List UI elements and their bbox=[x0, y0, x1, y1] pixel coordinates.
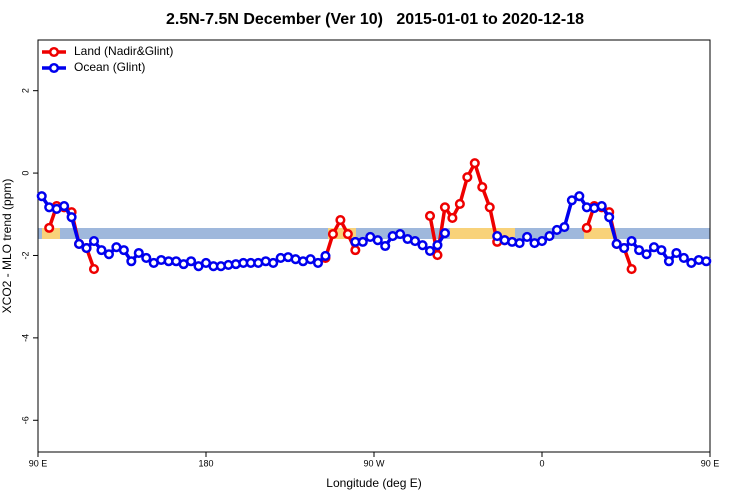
x-axis-label: Longitude (deg E) bbox=[326, 476, 421, 490]
point bbox=[671, 247, 682, 259]
point bbox=[566, 195, 577, 206]
point bbox=[126, 256, 137, 267]
point bbox=[186, 256, 197, 267]
point bbox=[619, 243, 630, 254]
band bbox=[38, 228, 710, 239]
point bbox=[312, 257, 324, 268]
point bbox=[350, 245, 361, 256]
point bbox=[678, 252, 689, 263]
y-tick-label: -4 bbox=[20, 334, 30, 342]
point bbox=[581, 222, 592, 233]
y-tick-label: 0 bbox=[20, 171, 30, 176]
point bbox=[634, 245, 645, 256]
point bbox=[626, 236, 637, 247]
point bbox=[462, 172, 473, 183]
point bbox=[626, 264, 637, 275]
x-tick-label: 90 E bbox=[29, 458, 48, 468]
point bbox=[439, 228, 450, 239]
point bbox=[424, 245, 436, 256]
point bbox=[559, 221, 570, 233]
point bbox=[574, 191, 585, 202]
legend-marker bbox=[48, 46, 60, 58]
point bbox=[372, 235, 383, 246]
point bbox=[701, 256, 712, 267]
point bbox=[335, 214, 346, 226]
point bbox=[424, 210, 436, 221]
point bbox=[395, 229, 406, 240]
y-tick-label: 2 bbox=[20, 88, 30, 93]
point bbox=[327, 229, 338, 240]
point bbox=[641, 249, 652, 260]
x-tick-label: 90 W bbox=[363, 458, 385, 468]
point bbox=[59, 200, 70, 212]
point bbox=[44, 222, 55, 233]
point bbox=[74, 238, 85, 249]
point bbox=[611, 238, 622, 249]
point bbox=[410, 236, 421, 247]
point bbox=[492, 231, 503, 242]
point bbox=[141, 252, 152, 263]
plot-frame bbox=[37, 39, 711, 453]
point bbox=[432, 240, 443, 251]
point bbox=[103, 249, 114, 260]
point bbox=[439, 202, 450, 213]
point bbox=[454, 198, 465, 210]
point bbox=[432, 250, 443, 261]
point bbox=[484, 202, 495, 213]
point bbox=[305, 254, 316, 265]
point bbox=[663, 256, 674, 267]
point bbox=[66, 212, 77, 223]
y-axis-label: XCO2 - MLO trend (ppm) bbox=[0, 179, 14, 314]
reference-band bbox=[38, 228, 710, 239]
point bbox=[342, 229, 353, 240]
chart-title: 2.5N-7.5N December (Ver 10) 2015-01-01 t… bbox=[166, 11, 584, 28]
point bbox=[133, 247, 144, 259]
point bbox=[447, 212, 458, 224]
point bbox=[268, 257, 279, 268]
point bbox=[96, 245, 107, 256]
band-land bbox=[450, 228, 515, 239]
point bbox=[357, 236, 368, 247]
point bbox=[536, 236, 548, 247]
point bbox=[88, 236, 100, 247]
x-tick-label: 180 bbox=[198, 458, 213, 468]
point bbox=[320, 250, 331, 261]
point bbox=[656, 245, 667, 256]
point bbox=[417, 240, 428, 251]
band-land bbox=[584, 228, 614, 239]
point bbox=[469, 158, 480, 169]
point bbox=[604, 212, 615, 223]
point bbox=[81, 243, 92, 254]
y-tick-label: -6 bbox=[20, 416, 30, 424]
legend-label: Ocean (Glint) bbox=[74, 60, 145, 74]
legend-label: Land (Nadir&Glint) bbox=[74, 44, 173, 58]
point bbox=[514, 238, 525, 249]
legend-marker bbox=[48, 62, 60, 74]
band-land bbox=[42, 228, 60, 239]
y-tick-label: -2 bbox=[20, 251, 30, 259]
point bbox=[544, 231, 555, 242]
point bbox=[118, 245, 129, 256]
point bbox=[380, 240, 391, 252]
point bbox=[522, 231, 533, 242]
x-tick-label: 0 bbox=[539, 458, 544, 468]
point bbox=[36, 191, 47, 202]
band-land bbox=[328, 228, 356, 239]
point bbox=[477, 182, 488, 193]
point bbox=[596, 200, 607, 212]
x-tick-label: 90 E bbox=[701, 458, 720, 468]
point bbox=[88, 264, 100, 275]
